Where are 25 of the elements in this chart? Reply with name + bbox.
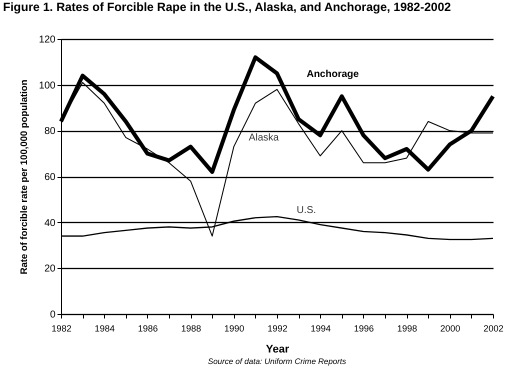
x-tick-label: 1992 — [267, 324, 288, 334]
y-tick-label: 0 — [50, 310, 56, 320]
source-note: Source of data: Uniform Crime Reports — [208, 357, 346, 366]
y-tick-label: 60 — [44, 172, 56, 183]
x-tick-label: 1994 — [310, 324, 331, 334]
x-axis-title: Year — [266, 344, 290, 356]
x-tick-label: 1998 — [397, 324, 418, 334]
y-tick-label: 80 — [44, 126, 56, 138]
chart-title: Figure 1. Rates of Forcible Rape in the U.S., Alaska, and Anchorage, 1982-2002 — [3, 0, 452, 14]
x-tick-label: 1990 — [224, 324, 244, 334]
y-tick-label: 40 — [44, 218, 56, 229]
x-tick-label: 1984 — [94, 324, 115, 334]
x-tick-label: 2000 — [440, 324, 460, 334]
y-tick-label: 100 — [38, 80, 56, 92]
x-tick-label: 2002 — [483, 324, 504, 334]
series-label: U.S. — [296, 205, 316, 216]
text: Anchorage — [306, 69, 360, 80]
x-tick-label: 1988 — [181, 324, 202, 334]
y-tick-label: 20 — [44, 264, 56, 275]
y-axis-title: Rate of forcible rate per 100,000 population — [18, 79, 30, 274]
y-tick-label: 120 — [38, 34, 56, 46]
x-tick-label: 1996 — [354, 324, 374, 334]
x-tick-label: 1986 — [138, 324, 158, 334]
x-tick-label: 1982 — [51, 324, 72, 334]
series-label: Alaska — [248, 132, 280, 144]
